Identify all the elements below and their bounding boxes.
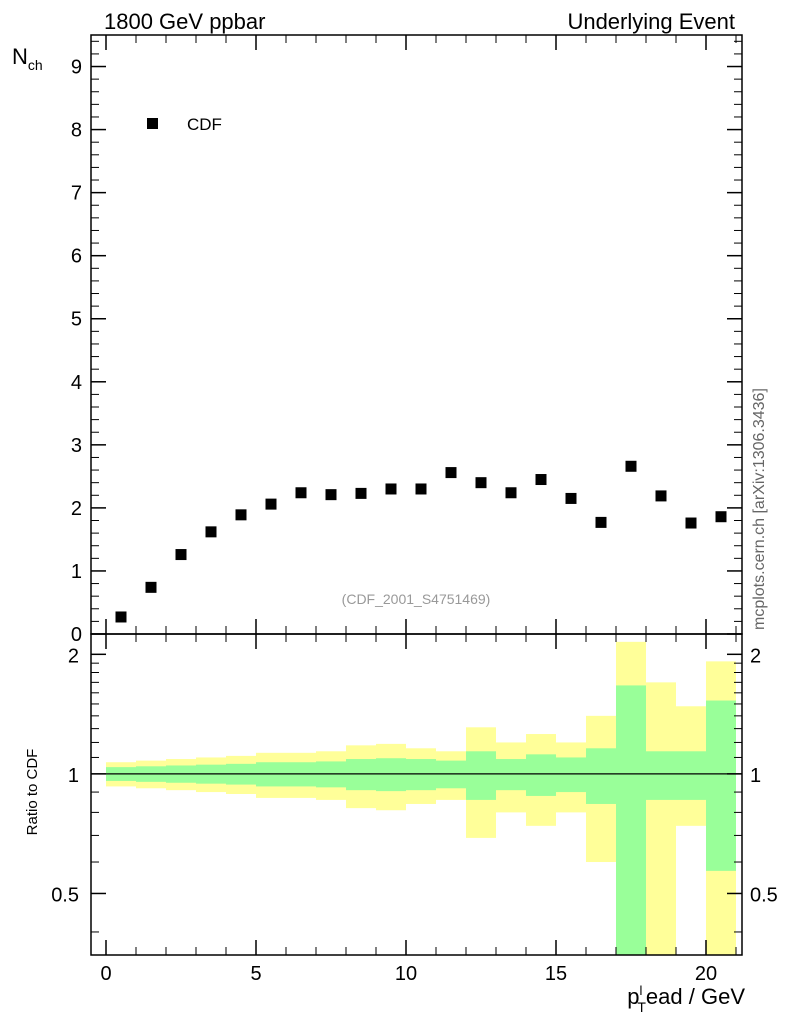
data-point — [175, 549, 187, 561]
data-point — [385, 483, 397, 495]
ratio-ytick-label-right: 0.5 — [750, 884, 778, 906]
legend-label: CDF — [187, 115, 222, 134]
legend-marker — [147, 118, 158, 129]
xlabel-rest: ead / GeV — [646, 984, 745, 1009]
ratio-ytick-label: 1 — [68, 765, 79, 787]
data-point — [505, 487, 517, 499]
main-ytick-label: 4 — [71, 372, 82, 394]
ratio-inner-band — [466, 751, 496, 800]
data-point — [265, 498, 277, 510]
data-point — [625, 460, 637, 472]
data-point — [655, 490, 667, 502]
ratio-frame — [90, 633, 743, 956]
ratio-inner-band — [496, 759, 526, 791]
ratio-inner-band — [646, 751, 676, 800]
ratio-inner-band — [556, 757, 586, 793]
main-ytick-label: 8 — [71, 120, 82, 142]
ratio-inner-band — [376, 758, 406, 792]
ratio-xtick-label: 0 — [100, 963, 111, 985]
main-ytick-label: 7 — [71, 183, 82, 205]
data-point — [565, 492, 577, 504]
main-ytick-label: 9 — [71, 57, 82, 79]
main-ylabel-main: N — [12, 44, 28, 69]
main-ytick-label: 5 — [71, 309, 82, 331]
main-ytick-label: 3 — [71, 435, 82, 457]
data-point — [325, 489, 337, 501]
header-left-title: 1800 GeV ppbar — [104, 9, 265, 34]
data-point — [145, 581, 157, 593]
data-point — [715, 511, 727, 523]
ratio-inner-band — [616, 685, 646, 955]
side-label: mcplots.cern.ch [arXiv:1306.3436] — [751, 388, 768, 630]
ratio-xtick-label: 10 — [395, 963, 417, 985]
ratio-panel: 0.5 0.51 12 20 5 10 15 20 — [51, 633, 778, 985]
xlabel-sup: l — [639, 983, 642, 998]
data-point — [115, 611, 127, 623]
ratio-inner-band — [406, 759, 436, 791]
legend: CDF — [147, 115, 222, 134]
ratio-ytick-label-right: 1 — [750, 765, 761, 787]
xlabel-main: p — [627, 984, 639, 1009]
ratio-outer-band — [646, 682, 676, 955]
data-point — [235, 509, 247, 521]
ratio-inner-band — [586, 748, 616, 804]
data-point — [295, 487, 307, 499]
header-right-title: Underlying Event — [567, 9, 735, 34]
data-point — [535, 474, 547, 486]
xlabel: pl Tead / GeV — [627, 983, 745, 1015]
main-ytick-label: 0 — [71, 624, 82, 646]
data-point — [685, 517, 697, 529]
ratio-inner-band — [676, 751, 706, 800]
ratio-ytick-label: 2 — [68, 645, 79, 667]
data-point — [415, 483, 427, 495]
main-panel: 0 1 2 3 4 5 6 7 8 9 — [71, 34, 743, 646]
ratio-inner-band — [706, 700, 736, 871]
data-point — [475, 477, 487, 489]
watermark: (CDF_2001_S4751469) — [342, 591, 491, 607]
main-ylabel-sub: ch — [28, 57, 43, 73]
data-point — [445, 467, 457, 479]
ratio-ytick-label: 0.5 — [51, 884, 79, 906]
main-ylabel: Nch — [12, 44, 43, 73]
data-point — [355, 487, 367, 499]
ratio-ytick-label-right: 2 — [750, 645, 761, 667]
main-ytick-label: 2 — [71, 498, 82, 520]
xlabel-sub: T — [637, 999, 646, 1015]
data-point — [205, 526, 217, 538]
ratio-xtick-label: 20 — [695, 963, 717, 985]
main-ytick-label: 6 — [71, 246, 82, 268]
ratio-xtick-label: 5 — [250, 963, 261, 985]
main-ytick-label: 1 — [71, 561, 82, 583]
ratio-inner-band — [346, 759, 376, 791]
ratio-xtick-label: 15 — [545, 963, 567, 985]
data-point — [595, 516, 607, 528]
ratio-inner-band — [526, 754, 556, 796]
ratio-ylabel: Ratio to CDF — [24, 749, 41, 836]
